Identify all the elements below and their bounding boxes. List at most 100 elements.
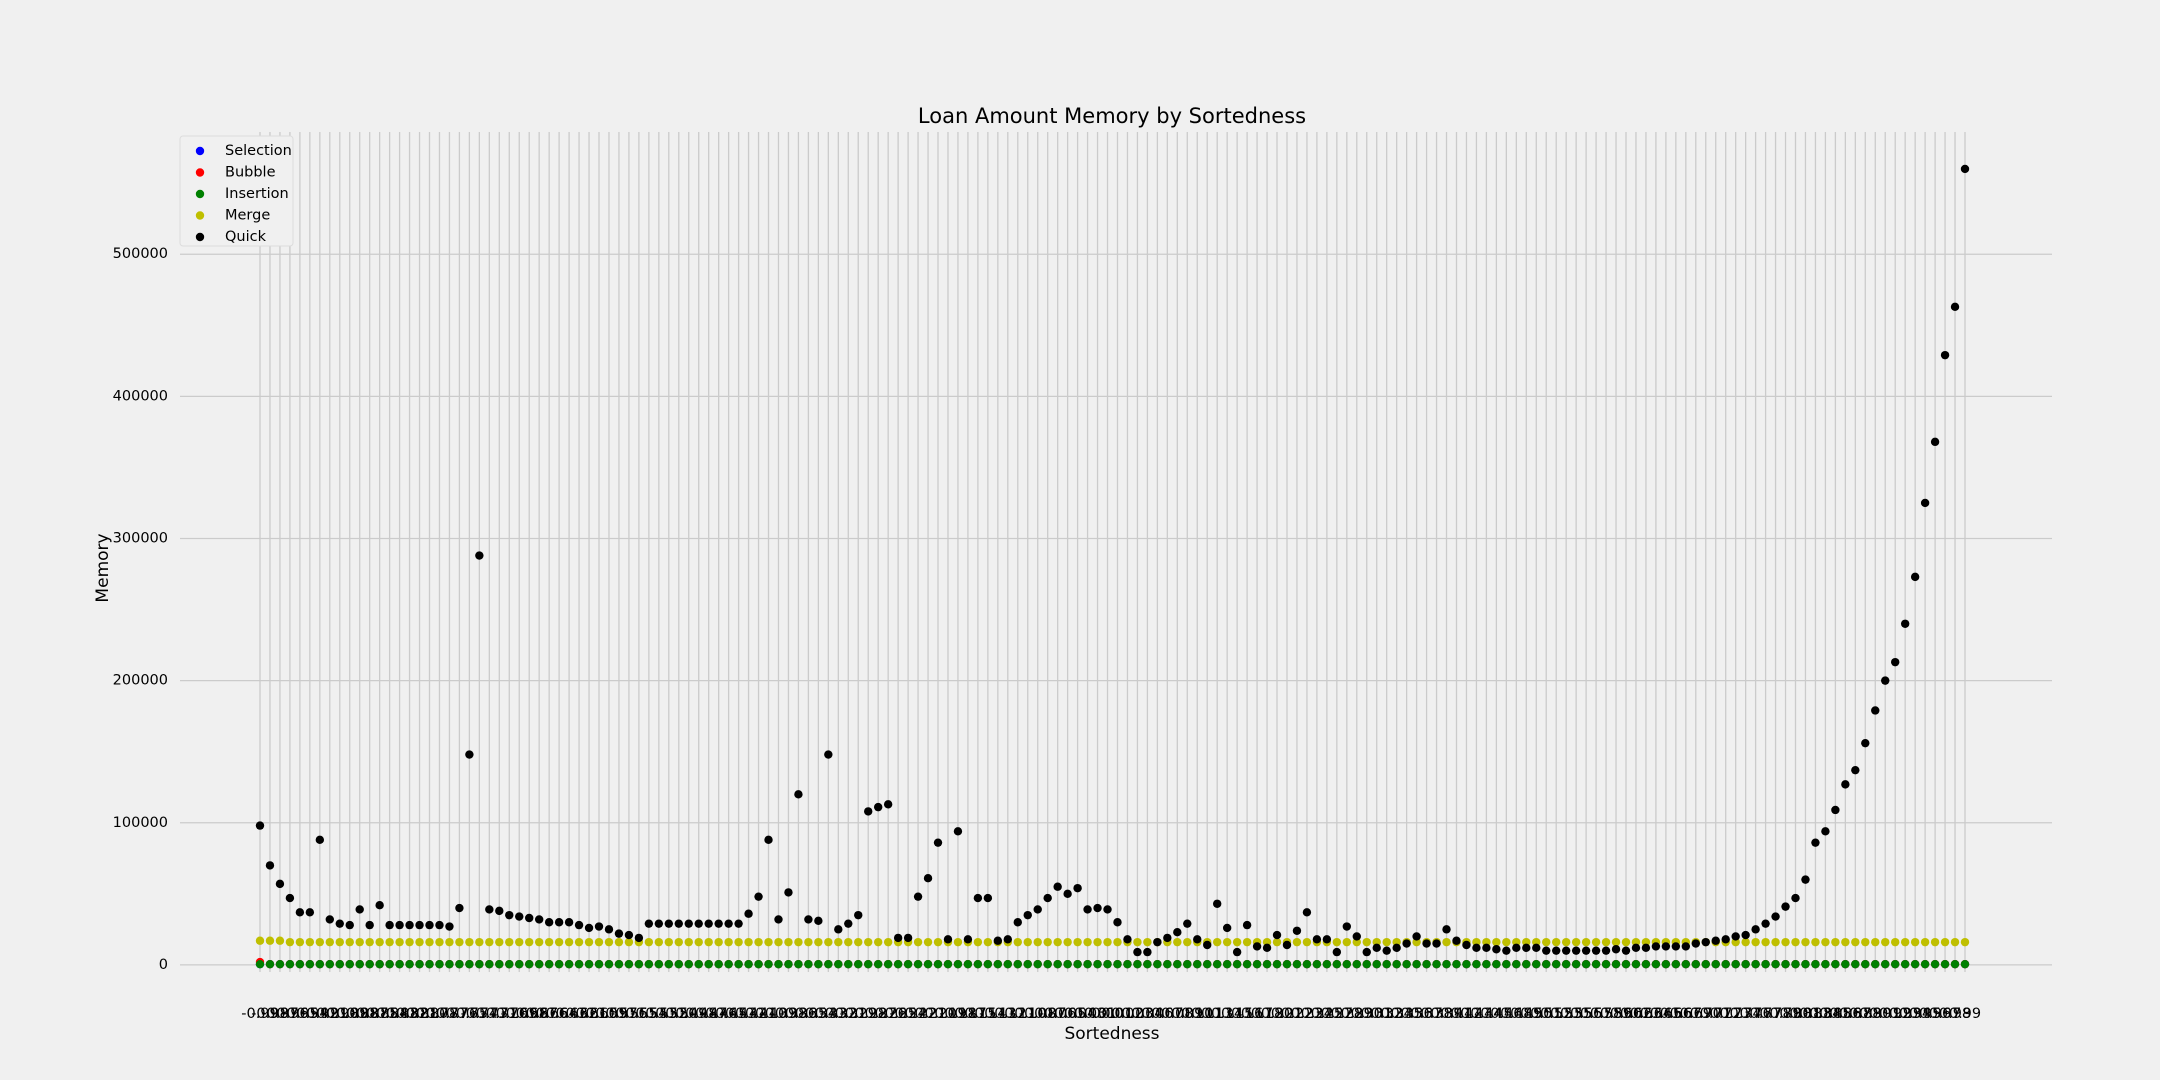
- legend-marker: [195, 232, 205, 242]
- x-tick-label: 0.06: [1141, 1006, 1173, 1022]
- scatter-point: [1831, 805, 1840, 815]
- scatter-point: [525, 959, 534, 969]
- scatter-point: [903, 959, 913, 969]
- scatter-point: [1950, 937, 1960, 947]
- legend-label: Merge: [225, 208, 270, 224]
- x-tick-label: 0.27: [1321, 1006, 1353, 1022]
- scatter-point: [405, 937, 414, 947]
- scatter-point: [1522, 943, 1531, 953]
- scatter-point: [564, 937, 574, 947]
- scatter-point: [1811, 838, 1820, 847]
- scatter-point: [435, 959, 444, 969]
- scatter-point: [345, 959, 354, 969]
- scatter-point: [475, 959, 484, 969]
- scatter-point: [1532, 943, 1541, 953]
- scatter-point: [405, 959, 414, 969]
- scatter-point: [1462, 959, 1471, 969]
- x-tick-label: 0.34: [1381, 1006, 1413, 1022]
- scatter-point: [704, 937, 713, 947]
- x-tick-label: -0.59: [590, 1006, 628, 1022]
- scatter-point: [1342, 959, 1352, 969]
- x-tick-label: 0.35: [1390, 1006, 1422, 1022]
- scatter-point: [893, 933, 903, 943]
- scatter-point: [455, 903, 464, 913]
- x-tick-label: 0.25: [1311, 1006, 1343, 1022]
- x-tick-label: -0.43: [720, 1006, 758, 1022]
- x-tick-label: 0.55: [1560, 1006, 1592, 1022]
- scatter-point: [1402, 939, 1411, 948]
- scatter-point: [345, 937, 354, 947]
- scatter-point: [435, 920, 444, 930]
- scatter-point: [315, 937, 325, 947]
- scatter-point: [963, 959, 973, 969]
- scatter-point: [714, 937, 723, 947]
- scatter-point: [943, 959, 953, 969]
- scatter-point: [1900, 619, 1910, 628]
- scatter-point: [465, 750, 474, 759]
- scatter-point: [1412, 932, 1421, 941]
- scatter-point: [1053, 937, 1062, 947]
- scatter-point: [1581, 937, 1591, 947]
- scatter-point: [1761, 919, 1770, 928]
- scatter-point: [345, 920, 354, 930]
- scatter-point: [654, 959, 664, 969]
- scatter-point: [1831, 959, 1840, 969]
- scatter-point: [844, 959, 853, 969]
- scatter-point: [1292, 959, 1302, 969]
- scatter-point: [1342, 922, 1352, 931]
- scatter-point: [1711, 936, 1720, 945]
- scatter-point: [285, 893, 295, 903]
- scatter-point: [1871, 937, 1880, 947]
- x-tick-label: -0.98: [251, 1006, 289, 1022]
- scatter-point: [1930, 937, 1940, 947]
- x-tick-label: -0.88: [341, 1006, 379, 1022]
- scatter-point: [1262, 959, 1272, 969]
- scatter-point: [1821, 959, 1830, 969]
- scatter-point: [774, 959, 783, 969]
- x-tick-label: -0.06: [1039, 1006, 1077, 1022]
- scatter-point: [415, 959, 424, 969]
- scatter-point: [734, 937, 743, 947]
- scatter-point: [1601, 946, 1611, 955]
- x-tick-label: 0.62: [1620, 1006, 1652, 1022]
- scatter-point: [1033, 959, 1042, 969]
- x-tick-label: 0.71: [1700, 1006, 1732, 1022]
- scatter-point: [1940, 959, 1950, 969]
- x-tick-label: 0.13: [1201, 1006, 1233, 1022]
- scatter-point: [365, 920, 374, 930]
- scatter-point: [1173, 959, 1182, 969]
- scatter-point: [1651, 959, 1661, 969]
- scatter-point: [525, 937, 534, 947]
- scatter-point: [1920, 498, 1930, 508]
- scatter-point: [534, 937, 544, 947]
- scatter-point: [1033, 905, 1042, 914]
- scatter-point: [804, 959, 813, 969]
- scatter-point: [1930, 437, 1940, 447]
- x-tick-label: -0.95: [281, 1006, 319, 1022]
- scatter-point: [1352, 959, 1361, 969]
- scatter-point: [664, 959, 674, 969]
- scatter-point: [1900, 959, 1910, 969]
- scatter-point: [953, 959, 963, 969]
- scatter-point: [1232, 959, 1242, 969]
- scatter-point: [614, 929, 624, 938]
- x-tick-label: -0.10: [1009, 1006, 1047, 1022]
- scatter-point: [1163, 959, 1172, 969]
- scatter-point: [355, 959, 364, 969]
- scatter-point: [913, 892, 923, 901]
- scatter-point: [375, 959, 384, 969]
- scatter-point: [854, 959, 863, 969]
- scatter-point: [963, 935, 973, 944]
- x-tick-label: -0.82: [391, 1006, 429, 1022]
- scatter-point: [1841, 780, 1850, 789]
- scatter-point: [594, 959, 604, 969]
- scatter-point: [1252, 942, 1262, 951]
- scatter-point: [754, 959, 763, 969]
- x-tick-label: -0.01: [1079, 1006, 1117, 1022]
- x-tick-label: 0.03: [1121, 1006, 1153, 1022]
- scatter-point: [594, 922, 604, 931]
- x-tick-label: 0.31: [1361, 1006, 1393, 1022]
- scatter-point: [1023, 937, 1032, 947]
- scatter-point: [275, 879, 285, 889]
- scatter-point: [1571, 937, 1581, 947]
